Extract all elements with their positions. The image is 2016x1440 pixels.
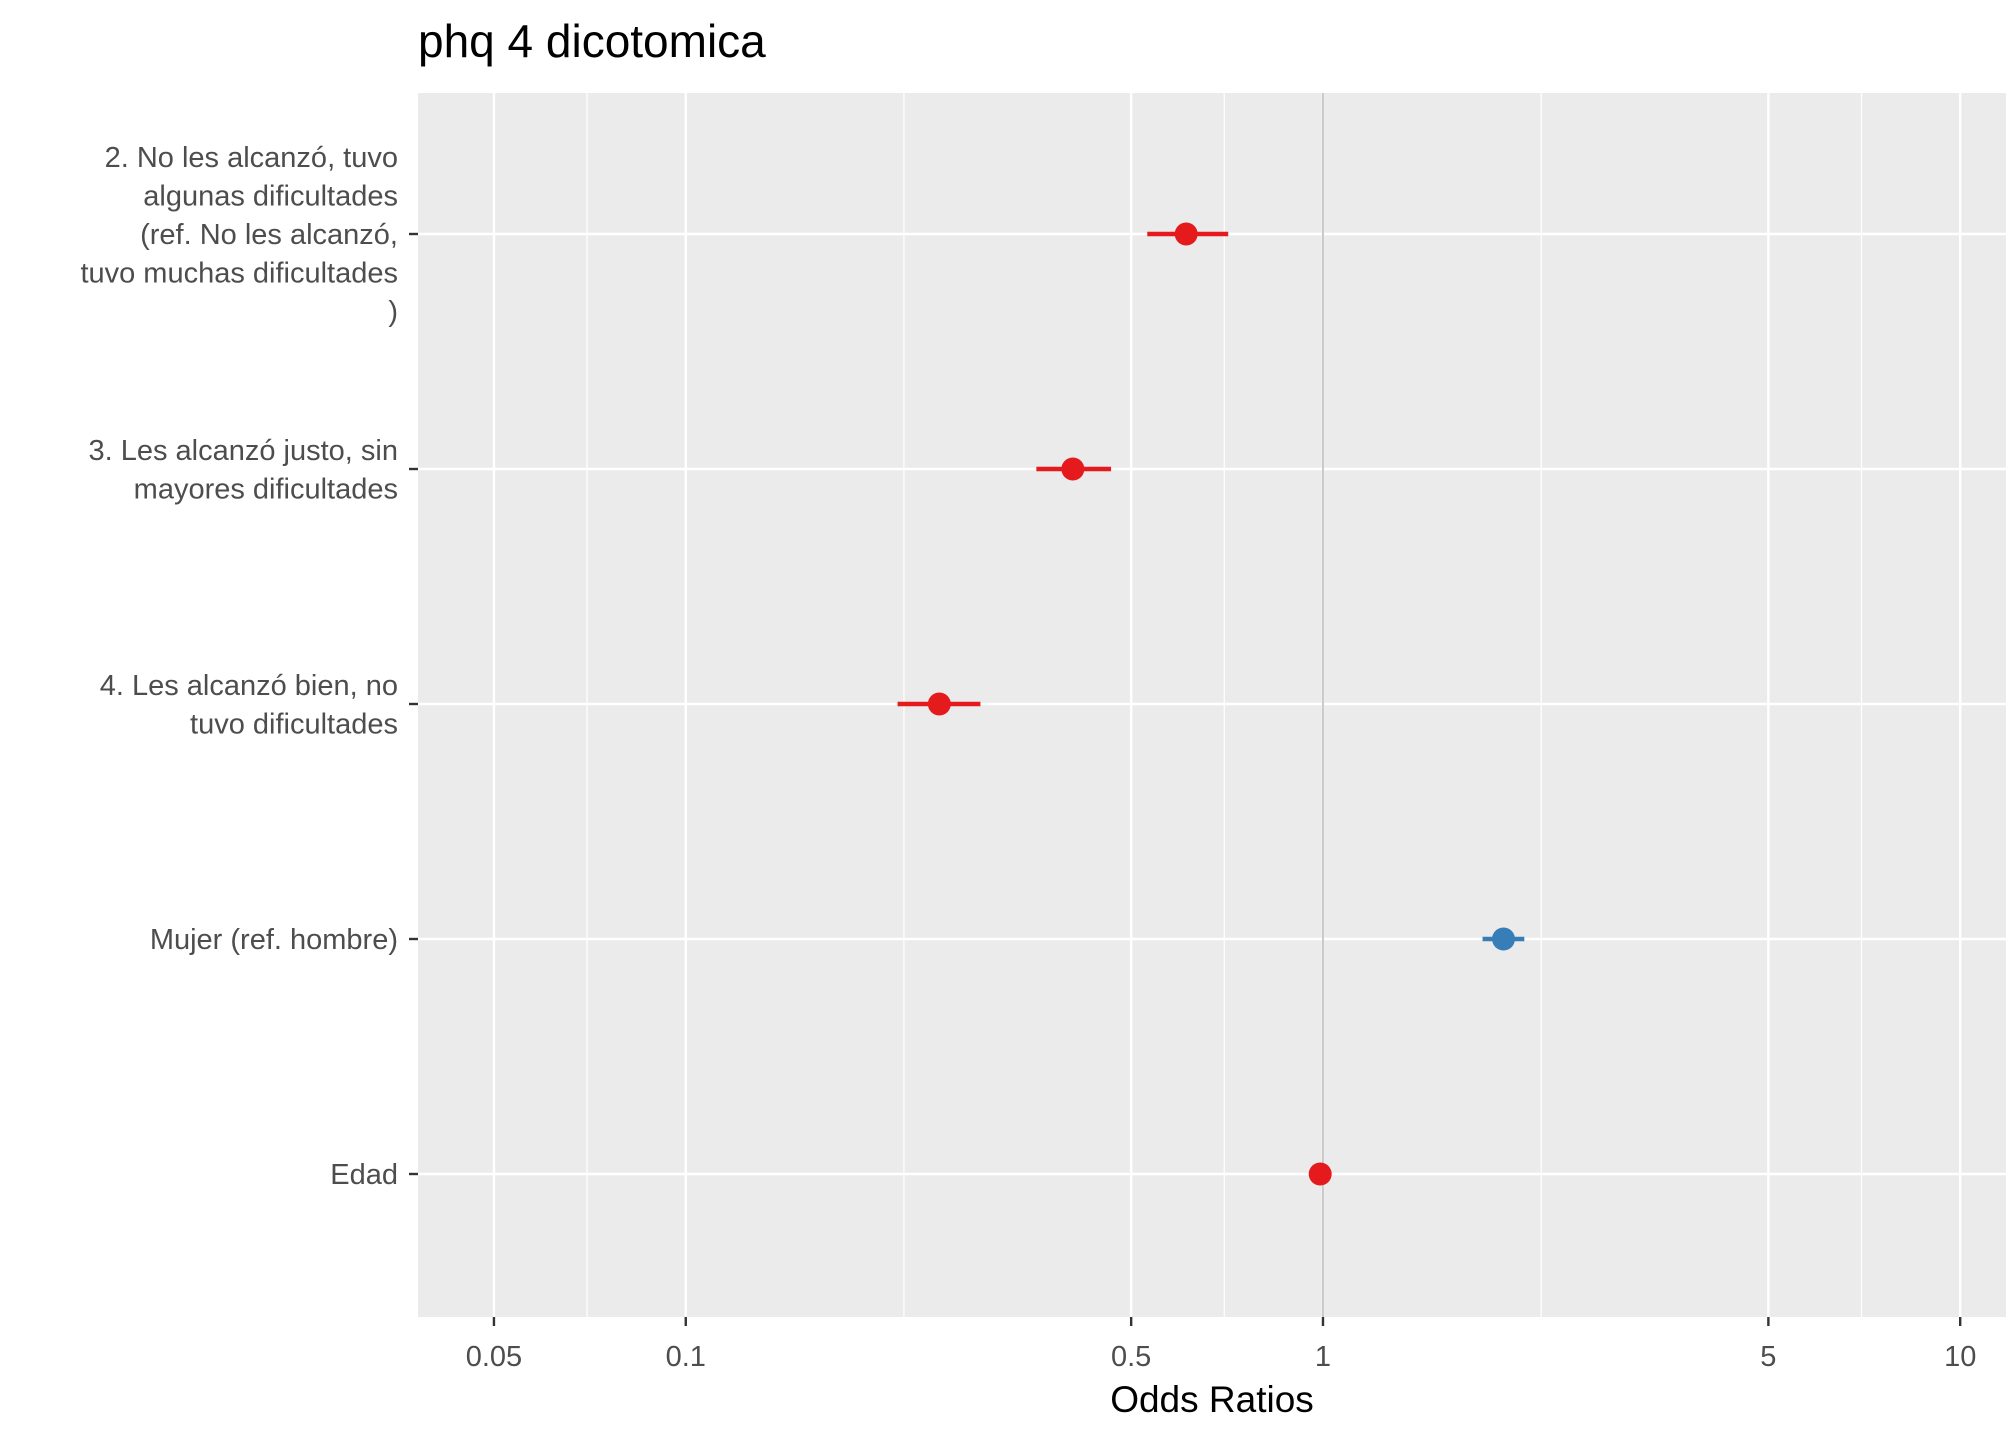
x-tick-label: 0.1 (666, 1341, 706, 1373)
y-tick-label: tuvo muchas dificultades (80, 258, 398, 290)
estimate-point (1308, 1162, 1332, 1186)
estimate-marks (897, 222, 1525, 1186)
x-axis-title: Odds Ratios (1110, 1379, 1314, 1420)
estimate-point (927, 692, 951, 716)
y-tick-label: (ref. No les alcanzó, (140, 219, 398, 251)
estimate-point (1061, 457, 1085, 481)
x-axis: 0.05 0.1 0.5 1 5 10 (466, 1317, 1976, 1373)
y-tick-label: 3. Les alcanzó justo, sin (88, 435, 398, 467)
x-tick-label: 10 (1944, 1341, 1976, 1373)
x-tick-label: 1 (1315, 1341, 1331, 1373)
y-tick-label: Edad (330, 1159, 398, 1191)
estimate-point (1492, 927, 1516, 951)
y-tick-label: Mujer (ref. hombre) (150, 924, 398, 956)
chart-title: phq 4 dicotomica (418, 15, 766, 67)
x-tick-label: 0.5 (1111, 1341, 1151, 1373)
estimate-point (1174, 222, 1198, 246)
y-axis: 2. No les alcanzó, tuvo algunas dificulta… (80, 142, 418, 1191)
x-tick-label: 5 (1760, 1341, 1776, 1373)
x-tick-label: 0.05 (466, 1341, 522, 1373)
y-tick-label: algunas dificultades (143, 181, 398, 213)
y-tick-label: tuvo dificultades (190, 708, 398, 740)
y-tick-label: ) (388, 296, 398, 328)
y-tick-label: 2. No les alcanzó, tuvo (105, 142, 398, 174)
y-tick-label: mayores dificultades (134, 473, 398, 505)
y-tick-label: 4. Les alcanzó bien, no (100, 670, 398, 702)
